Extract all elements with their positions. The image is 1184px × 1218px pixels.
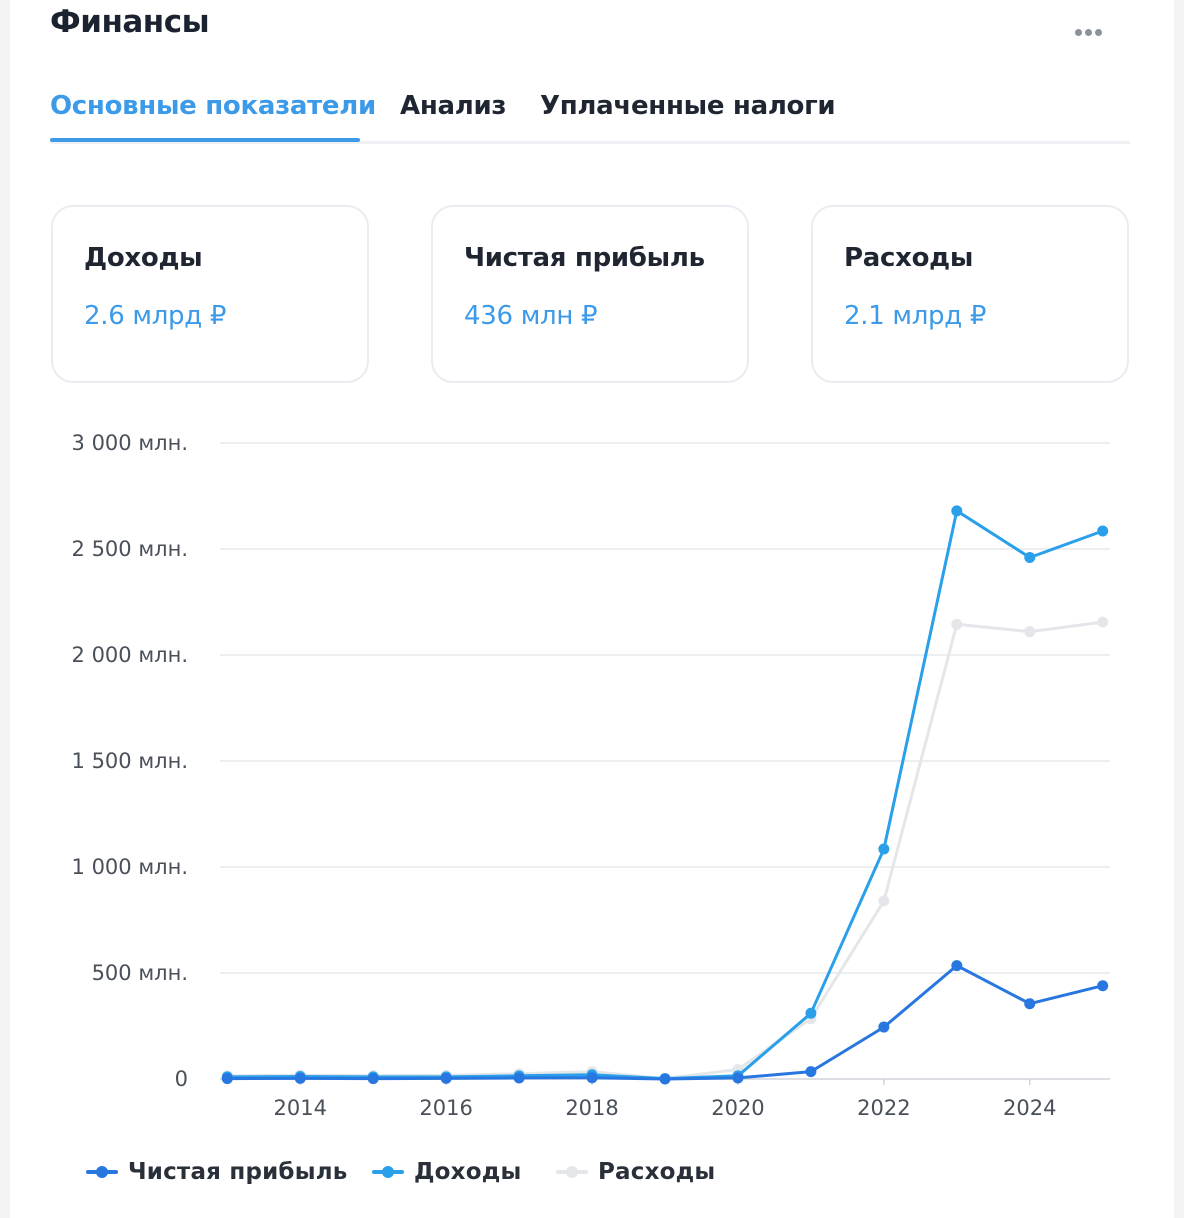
legend-item-expenses[interactable]: Расходы xyxy=(556,1150,715,1194)
data-point-net-profit xyxy=(367,1073,379,1085)
y-tick-label: 3 000 млн. xyxy=(72,431,188,455)
more-dot xyxy=(1084,28,1092,36)
data-point-income xyxy=(1024,551,1036,563)
page-title: Финансы xyxy=(50,4,210,40)
data-point-net-profit xyxy=(586,1072,598,1084)
more-dot xyxy=(1094,28,1102,36)
data-point-net-profit xyxy=(878,1021,890,1033)
x-tick-label: 2018 xyxy=(565,1096,618,1120)
active-tab-underline xyxy=(50,138,360,142)
tabs-bar: Основные показатели Анализ Уплаченные на… xyxy=(50,76,1130,144)
data-point-expenses xyxy=(878,895,890,907)
finance-line-chart: 0 500 млн. 1 000 млн. 1 500 млн. 2 000 млн. 2… xyxy=(72,431,1110,1120)
more-options-button[interactable] xyxy=(1068,22,1108,42)
legend-item-income[interactable]: Доходы xyxy=(372,1150,522,1194)
income-card-value: 2.6 млрд ₽ xyxy=(84,301,227,331)
tab-main-indicators[interactable]: Основные показатели xyxy=(50,91,376,121)
data-point-net-profit xyxy=(951,960,963,972)
income-card-label: Доходы xyxy=(84,243,203,273)
x-tick-label: 2022 xyxy=(857,1096,910,1120)
legend-label-income: Доходы xyxy=(414,1159,522,1185)
x-tick-label: 2024 xyxy=(1003,1096,1056,1120)
y-tick-label: 0 xyxy=(175,1067,188,1091)
expenses-card-label: Расходы xyxy=(844,243,974,273)
tab-analysis[interactable]: Анализ xyxy=(400,91,507,121)
expenses-card[interactable]: Расходы 2.1 млрд ₽ xyxy=(811,205,1129,383)
data-point-net-profit xyxy=(659,1073,671,1085)
y-tick-label: 2 000 млн. xyxy=(72,643,188,667)
legend-item-net-profit[interactable]: Чистая прибыль xyxy=(86,1150,347,1194)
data-point-net-profit xyxy=(513,1072,525,1084)
income-card[interactable]: Доходы 2.6 млрд ₽ xyxy=(51,205,369,383)
data-point-net-profit xyxy=(1097,980,1109,992)
x-tick-label: 2014 xyxy=(274,1096,327,1120)
legend-marker-expenses xyxy=(556,1150,588,1194)
data-point-income xyxy=(805,1007,817,1019)
legend-marker-net-profit xyxy=(86,1150,118,1194)
series-line-net-profit xyxy=(225,964,1105,1081)
expenses-card-value: 2.1 млрд ₽ xyxy=(844,301,987,331)
net-profit-card-value: 436 млн ₽ xyxy=(464,301,598,331)
legend-label-expenses: Расходы xyxy=(598,1159,716,1185)
net-profit-card[interactable]: Чистая прибыль 436 млн ₽ xyxy=(431,205,749,383)
y-tick-label: 2 500 млн. xyxy=(72,537,188,561)
x-tick-label: 2016 xyxy=(419,1096,472,1120)
series-line-expenses xyxy=(225,620,1105,1081)
y-tick-label: 1 500 млн. xyxy=(72,749,188,773)
data-point-income xyxy=(878,843,890,855)
legend-label-net-profit: Чистая прибыль xyxy=(128,1159,348,1185)
data-point-expenses xyxy=(1024,626,1036,638)
net-profit-card-label: Чистая прибыль xyxy=(464,243,705,273)
left-frame-border xyxy=(0,0,10,1218)
x-tick-label: 2020 xyxy=(711,1096,764,1120)
y-tick-label: 1 000 млн. xyxy=(72,855,188,879)
y-tick-label: 500 млн. xyxy=(92,961,188,985)
tab-paid-taxes[interactable]: Уплаченные налоги xyxy=(540,91,836,121)
data-point-net-profit xyxy=(440,1072,452,1084)
data-point-net-profit xyxy=(1024,998,1036,1010)
data-point-income xyxy=(1097,525,1109,537)
data-point-expenses xyxy=(1097,616,1109,628)
data-point-net-profit xyxy=(294,1072,306,1084)
legend-marker-income xyxy=(372,1150,404,1194)
data-point-income xyxy=(951,505,963,517)
more-horizontal-icon xyxy=(1074,28,1082,36)
series-line-income xyxy=(225,509,1105,1081)
data-point-net-profit xyxy=(732,1072,744,1084)
data-point-net-profit xyxy=(805,1066,817,1078)
data-point-expenses xyxy=(951,618,963,630)
right-frame-border xyxy=(1174,0,1184,1218)
data-point-net-profit xyxy=(221,1073,233,1085)
